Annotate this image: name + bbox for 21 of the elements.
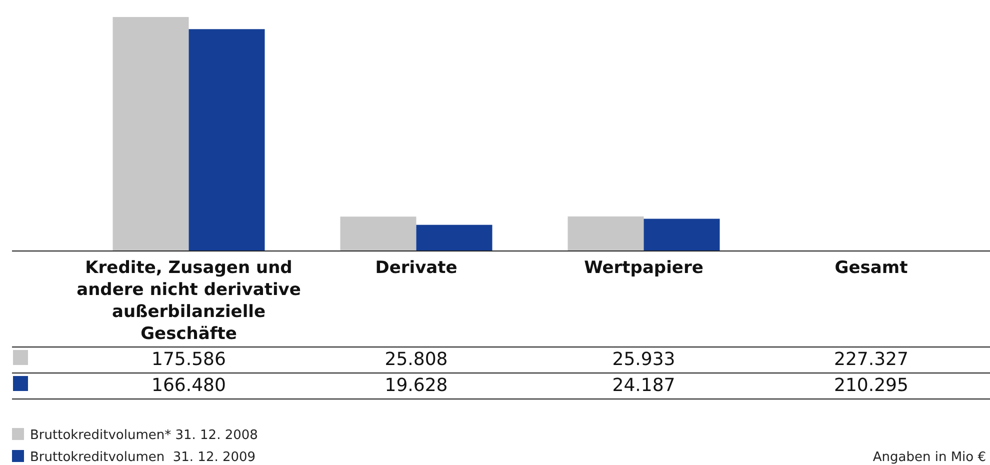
text: Angaben in Mio €: [872, 450, 986, 465]
data-label: 25.808: [384, 349, 448, 370]
x-tick-label: Derivate: [375, 258, 458, 278]
data-label: 19.628: [384, 375, 448, 396]
data-label: 24.187: [612, 375, 676, 396]
x-tick-label: Gesamt: [834, 258, 908, 278]
x-tick-label: Wertpapiere: [584, 258, 704, 278]
bar: [188, 29, 265, 251]
data-label: 25.933: [612, 349, 676, 370]
bar: [340, 216, 416, 251]
legend-label: Bruttokreditvolumen 31. 12. 2009: [30, 450, 256, 465]
bar: [568, 216, 644, 251]
x-tick-label: Kredite, Zusagen und andere nicht derivative außerbilanzielle Geschäfte: [76, 258, 301, 344]
data-label: 166.480: [152, 375, 226, 396]
bar: [416, 224, 492, 251]
legend-label: Bruttokreditvolumen* 31. 12. 2008: [30, 428, 258, 443]
text: 227.327: [834, 349, 908, 370]
bar: [112, 17, 189, 251]
data-label: 175.586: [152, 349, 226, 370]
bar: [644, 218, 720, 251]
text: 210.295: [834, 375, 908, 396]
